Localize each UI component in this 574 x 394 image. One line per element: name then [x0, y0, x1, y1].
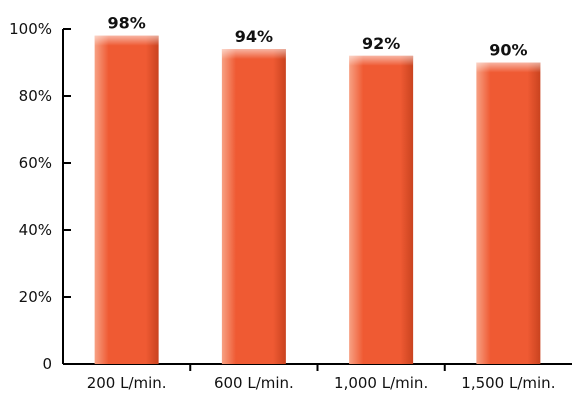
bar	[349, 55, 414, 365]
bar-highlight	[349, 55, 414, 66]
bar-value-label: 94%	[235, 27, 273, 46]
bar	[94, 35, 159, 364]
bar-value-label: 98%	[107, 14, 145, 33]
bar	[221, 49, 286, 364]
bar-value-label: 90%	[489, 41, 527, 60]
bars	[94, 35, 541, 365]
x-category-label: 200 L/min.	[87, 374, 167, 392]
x-category-label: 1,500 L/min.	[461, 374, 555, 392]
y-tick-label: 40%	[19, 221, 52, 239]
y-tick-label: 20%	[19, 288, 52, 306]
bar-highlight	[476, 62, 541, 73]
y-tick-label: 100%	[9, 20, 52, 38]
bar-value-label: 92%	[362, 34, 400, 53]
x-category-label: 600 L/min.	[214, 374, 294, 392]
y-tick-label: 80%	[19, 87, 52, 105]
y-tick-label: 0	[42, 355, 52, 373]
bar	[476, 62, 541, 364]
bar-highlight	[221, 49, 286, 60]
bar-highlight	[94, 35, 159, 46]
labels: 0 20% 40% 60% 80% 100% 98% 200 L/min. 94% 600 L/m…	[9, 14, 555, 392]
y-tick-label: 60%	[19, 154, 52, 172]
x-category-label: 1,000 L/min.	[334, 374, 428, 392]
